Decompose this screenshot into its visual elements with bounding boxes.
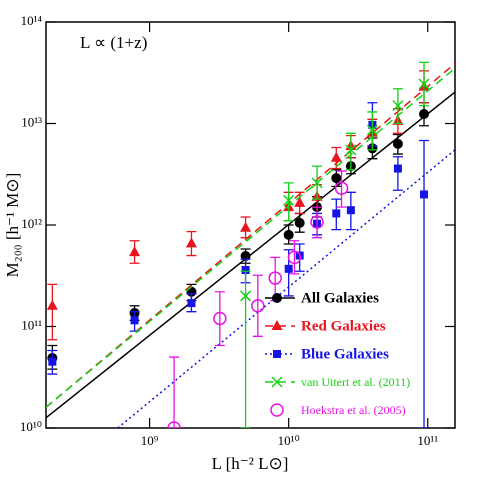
data-point (240, 250, 251, 261)
annotation: L ∝ (1+z) (80, 33, 147, 52)
y-tick-label: 10¹² (21, 216, 42, 231)
data-point (283, 194, 295, 206)
legend-marker (271, 320, 283, 330)
fit-line (46, 62, 455, 408)
data-point (392, 138, 403, 149)
error-bar (252, 274, 263, 337)
legend-marker (273, 350, 281, 358)
error-bar (47, 283, 58, 341)
y-axis-label: M₂₀₀ [h⁻¹ M⊙] (3, 173, 22, 278)
error-bar (345, 132, 356, 171)
data-point (213, 311, 227, 326)
data-point (345, 144, 357, 156)
y-tick-label: 10¹³ (21, 114, 42, 129)
fit-line (46, 67, 455, 408)
error-bar (336, 170, 347, 208)
data-point (167, 421, 181, 428)
y-tick-label: 10¹¹ (21, 317, 42, 332)
data-point (185, 237, 197, 248)
data-point (287, 250, 302, 265)
x-tick-label: 10¹¹ (417, 433, 438, 448)
data-point (334, 181, 349, 196)
data-point (187, 299, 196, 308)
data-point (330, 151, 342, 162)
error-bar (289, 240, 300, 275)
legend-label: Hoekstra et al. (2005) (301, 403, 406, 417)
plot-area (46, 61, 455, 428)
data-point (294, 217, 305, 228)
data-point (46, 299, 58, 310)
x-tick-label: 10¹⁰ (278, 433, 300, 448)
data-point (366, 124, 378, 136)
data-point (420, 190, 429, 199)
error-bar (312, 206, 323, 239)
fit-line (46, 91, 455, 419)
data-point (418, 78, 430, 90)
error-bar (419, 139, 430, 428)
legend-marker (271, 376, 283, 388)
data-point (346, 206, 355, 215)
data-point (129, 246, 141, 257)
legend-label: van Uitert et al. (2011) (301, 375, 410, 389)
data-point (268, 271, 282, 285)
data-point (284, 264, 293, 273)
error-bar (240, 270, 251, 428)
data-point (241, 266, 250, 275)
legend-marker (272, 293, 282, 303)
error-bar (283, 182, 294, 222)
error-bar (392, 156, 403, 191)
legend-label: Red Galaxies (301, 318, 386, 334)
data-point (240, 221, 252, 232)
data-point (419, 109, 430, 120)
data-point (283, 229, 294, 240)
data-point (48, 357, 57, 366)
error-bar (214, 291, 225, 347)
data-point (130, 316, 139, 325)
data-point (393, 164, 402, 173)
data-point (332, 209, 341, 218)
data-point (294, 196, 306, 207)
x-tick-label: 10⁹ (141, 433, 159, 448)
data-point (392, 100, 404, 112)
legend-label: Blue Galaxies (301, 346, 389, 362)
data-point (311, 177, 323, 189)
legend-marker (270, 403, 284, 417)
data-point (310, 215, 324, 229)
legend-label: All Galaxies (301, 290, 379, 306)
error-bar (169, 356, 180, 428)
y-tick-label: 10¹⁰ (20, 419, 42, 434)
data-point (251, 299, 265, 313)
y-tick-label: 10¹⁴ (21, 13, 43, 28)
data-point (240, 290, 252, 302)
plot-frame (45, 21, 456, 429)
x-axis-label: L [h⁻² L⊙] (212, 454, 289, 473)
data-point (331, 173, 342, 184)
